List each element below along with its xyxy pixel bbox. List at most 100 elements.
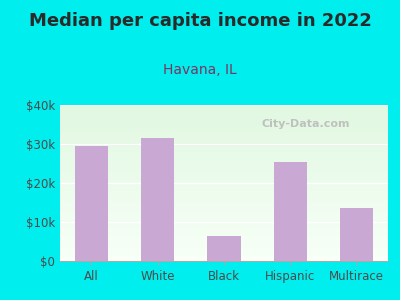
Bar [60, 191, 388, 192]
Bar [60, 146, 388, 147]
Bar [60, 245, 388, 247]
Bar [60, 113, 388, 114]
Bar [60, 186, 388, 188]
Bar [60, 183, 388, 184]
Bar [60, 244, 388, 245]
Bar [60, 106, 388, 108]
Bar [60, 248, 388, 250]
Bar [60, 227, 388, 228]
Bar [60, 180, 388, 182]
Bar [60, 161, 388, 163]
Text: City-Data.com: City-Data.com [262, 119, 350, 129]
Bar [60, 219, 388, 220]
Bar [60, 255, 388, 256]
Bar [60, 158, 388, 160]
Bar [60, 114, 388, 116]
Bar [60, 150, 388, 152]
Bar [60, 199, 388, 200]
Bar [60, 205, 388, 206]
Bar [60, 110, 388, 111]
Bar [274, 161, 307, 261]
Bar [60, 192, 388, 194]
Text: Havana, IL: Havana, IL [163, 63, 237, 77]
Bar [60, 155, 388, 157]
Bar [60, 208, 388, 209]
Bar [60, 136, 388, 138]
Bar [60, 167, 388, 169]
Bar [60, 121, 388, 122]
Bar [60, 177, 388, 178]
Bar [60, 133, 388, 135]
Bar [60, 164, 388, 166]
Bar [60, 252, 388, 253]
Bar [60, 138, 388, 139]
Bar [60, 233, 388, 235]
Bar [340, 208, 373, 261]
Bar [60, 194, 388, 196]
Bar [60, 175, 388, 177]
Bar [60, 116, 388, 118]
Bar [60, 222, 388, 224]
Bar [60, 172, 388, 174]
Bar [60, 184, 388, 186]
Bar [60, 189, 388, 191]
Bar [60, 203, 388, 205]
Bar [60, 122, 388, 124]
Bar [60, 235, 388, 236]
Bar [60, 241, 388, 242]
Bar [208, 236, 240, 261]
Bar [60, 200, 388, 202]
Bar [60, 160, 388, 161]
Bar [60, 108, 388, 110]
Bar [60, 236, 388, 238]
Bar [60, 170, 388, 172]
Bar [60, 202, 388, 203]
Bar [60, 139, 388, 141]
Bar [60, 178, 388, 180]
Bar [60, 242, 388, 244]
Bar [60, 260, 388, 261]
Bar [60, 239, 388, 241]
Bar [60, 147, 388, 149]
Bar [60, 111, 388, 113]
Bar [60, 153, 388, 155]
Bar [60, 169, 388, 170]
Bar [60, 231, 388, 233]
Bar [60, 253, 388, 255]
Bar [60, 256, 388, 258]
Bar [60, 188, 388, 189]
Bar [60, 127, 388, 128]
Bar [60, 105, 388, 106]
Bar [60, 206, 388, 208]
Bar [60, 125, 388, 127]
Bar [60, 149, 388, 150]
Bar [60, 220, 388, 222]
Bar [60, 216, 388, 217]
Bar [60, 247, 388, 248]
Bar [60, 124, 388, 125]
Text: Median per capita income in 2022: Median per capita income in 2022 [28, 12, 372, 30]
Bar [60, 196, 388, 197]
Bar [60, 166, 388, 167]
Bar [60, 197, 388, 199]
Bar [60, 174, 388, 175]
Bar [60, 250, 388, 252]
Bar [60, 228, 388, 230]
Bar [60, 118, 388, 119]
Bar [60, 131, 388, 133]
Bar [141, 138, 174, 261]
Bar [60, 230, 388, 231]
Bar [60, 128, 388, 130]
Bar [60, 152, 388, 153]
Bar [60, 163, 388, 164]
Bar [60, 209, 388, 211]
Bar [60, 211, 388, 213]
Bar [60, 135, 388, 136]
Bar [60, 213, 388, 214]
Bar [60, 157, 388, 158]
Bar [60, 141, 388, 142]
Bar [60, 214, 388, 216]
Bar [60, 182, 388, 183]
Bar [60, 130, 388, 131]
Bar [60, 142, 388, 144]
